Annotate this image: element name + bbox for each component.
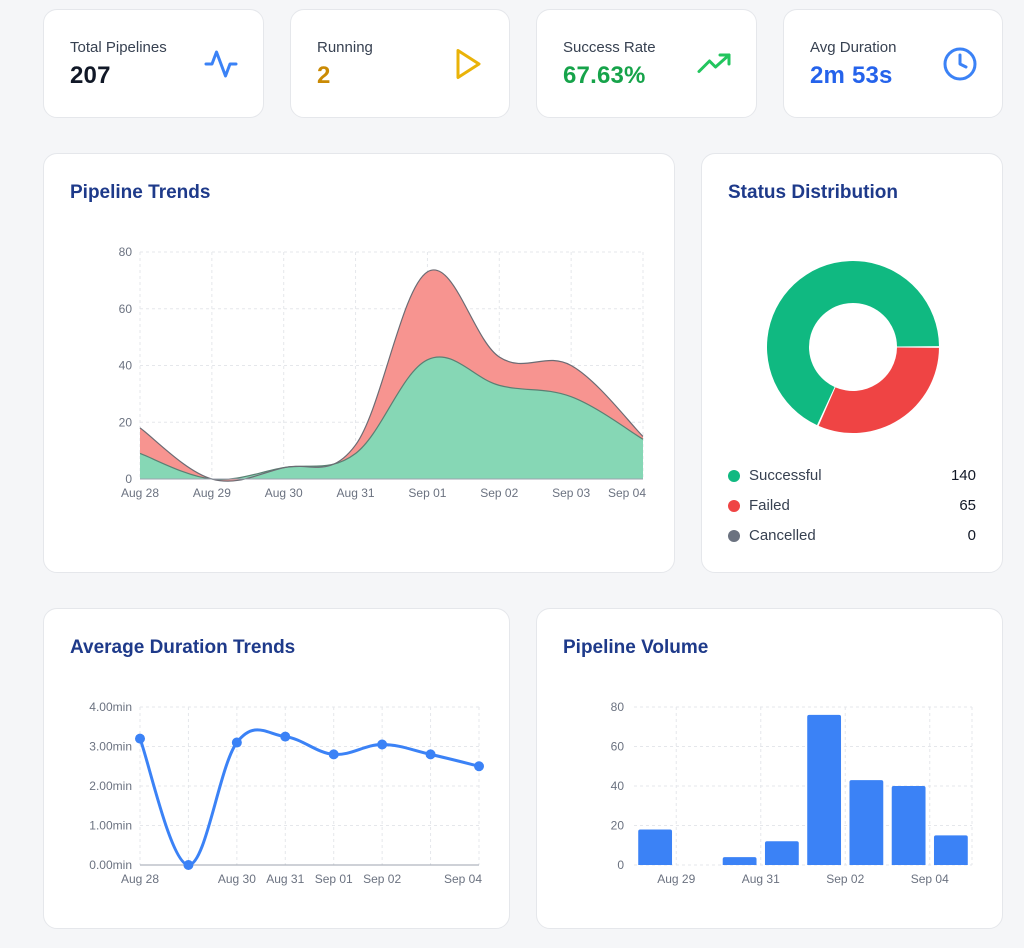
pipeline-trends-card: Pipeline Trends 0 20 40 60 80 Aug 28 Aug 29 Aug…	[43, 153, 675, 573]
legend-item-cancelled: Cancelled 0	[728, 526, 976, 548]
y-tick-label: 80	[119, 245, 133, 259]
x-tick-label: Aug 31	[337, 486, 375, 500]
card-title: Pipeline Trends	[70, 182, 211, 203]
bar	[638, 829, 673, 865]
trending-up-icon	[697, 53, 731, 73]
activity-icon	[204, 50, 238, 78]
legend-dot	[728, 530, 740, 542]
average-duration-chart: 0.00min 1.00min 2.00min 3.00min 4.00min Aug 2…	[89, 700, 484, 886]
bar	[764, 841, 799, 865]
y-tick-label: 20	[611, 819, 625, 833]
x-tick-label: Sep 01	[408, 486, 446, 500]
data-point	[425, 749, 436, 760]
x-tick-label: Sep 04	[608, 486, 646, 500]
y-tick-label: 0	[125, 472, 132, 486]
y-tick-label: 20	[119, 415, 133, 429]
bar	[722, 857, 757, 865]
stat-label: Avg Duration	[810, 39, 897, 56]
x-tick-label: Aug 31	[742, 872, 780, 886]
x-tick-label: Aug 31	[266, 872, 304, 886]
legend-count: 140	[950, 467, 976, 484]
data-point	[231, 737, 242, 748]
status-distribution-card: Status Distribution Successful 140 Faile…	[701, 153, 1003, 573]
stat-value: 2	[317, 62, 331, 89]
y-tick-label: 40	[119, 359, 133, 373]
stat-label: Running	[317, 39, 373, 56]
y-tick-label: 4.00min	[89, 700, 132, 714]
legend-label: Successful	[749, 467, 822, 484]
bar	[849, 780, 884, 865]
y-tick-label: 1.00min	[89, 819, 132, 833]
legend-dot	[728, 500, 740, 512]
area-line-failed	[139, 269, 644, 482]
x-tick-label: Sep 04	[911, 872, 949, 886]
stat-value: 67.63%	[563, 62, 646, 89]
legend-label: Cancelled	[749, 527, 816, 544]
bar	[891, 786, 926, 865]
x-tick-label: Sep 02	[826, 872, 864, 886]
x-tick-label: Sep 02	[480, 486, 518, 500]
data-point	[183, 860, 194, 870]
stat-value: 2m 53s	[810, 62, 893, 89]
x-tick-label: Aug 28	[121, 486, 159, 500]
stat-label: Total Pipelines	[70, 39, 167, 56]
y-tick-label: 40	[611, 779, 625, 793]
y-tick-label: 80	[611, 700, 625, 714]
card-title: Average Duration Trends	[70, 637, 296, 658]
stat-label: Success Rate	[563, 39, 656, 56]
slice-successful	[767, 261, 939, 426]
card-title: Status Distribution	[728, 182, 898, 203]
x-tick-label: Sep 01	[315, 872, 353, 886]
x-tick-label: Aug 30	[218, 872, 256, 886]
legend-item-successful: Successful 140	[728, 466, 976, 488]
y-tick-label: 3.00min	[89, 740, 132, 754]
clock-icon	[943, 47, 977, 81]
pipeline-volume-card: Pipeline Volume 0 20 40 60 80 Aug 29 Aug 31 Sep…	[536, 608, 1003, 929]
legend-label: Failed	[749, 497, 790, 514]
x-tick-label: Aug 29	[193, 486, 231, 500]
legend-dot	[728, 470, 740, 482]
x-tick-label: Aug 28	[121, 872, 159, 886]
play-icon	[456, 49, 481, 79]
data-point	[135, 733, 145, 744]
card-title: Pipeline Volume	[563, 637, 709, 658]
x-tick-label: Sep 04	[444, 872, 482, 886]
stat-card-total-pipelines: Total Pipelines 207	[43, 9, 264, 118]
x-tick-label: Aug 30	[265, 486, 303, 500]
y-tick-label: 60	[119, 302, 133, 316]
data-point	[474, 761, 484, 772]
data-point	[280, 731, 291, 742]
x-tick-label: Aug 29	[657, 872, 695, 886]
pipeline-volume-chart: 0 20 40 60 80 Aug 29 Aug 31 Sep 02 Sep 04	[611, 700, 973, 886]
pipeline-trends-chart: 0 20 40 60 80 Aug 28 Aug 29 Aug 30 Aug 31 Sep 01 S…	[119, 245, 647, 500]
x-tick-label: Sep 03	[552, 486, 590, 500]
status-donut-chart	[767, 261, 939, 433]
stat-value: 207	[70, 62, 111, 89]
average-duration-trends-card: Average Duration Trends 0.00min 1.00min 2.…	[43, 608, 510, 929]
bar	[933, 835, 968, 865]
slice-failed	[818, 347, 939, 433]
legend-count: 65	[959, 497, 976, 514]
y-tick-label: 0.00min	[89, 858, 132, 872]
y-tick-label: 0	[617, 858, 624, 872]
stat-card-success-rate: Success Rate 67.63%	[536, 9, 757, 118]
x-tick-label: Sep 02	[363, 872, 401, 886]
stat-card-running: Running 2	[290, 9, 510, 118]
legend-item-failed: Failed 65	[728, 496, 976, 518]
y-tick-label: 60	[611, 740, 625, 754]
y-tick-label: 2.00min	[89, 779, 132, 793]
bar	[807, 714, 842, 865]
data-point	[377, 739, 388, 750]
data-point	[328, 749, 339, 760]
area-series-successful	[140, 356, 643, 480]
stat-card-avg-duration: Avg Duration 2m 53s	[783, 9, 1003, 118]
legend-count: 0	[967, 527, 976, 544]
area-series-failed	[140, 269, 643, 482]
